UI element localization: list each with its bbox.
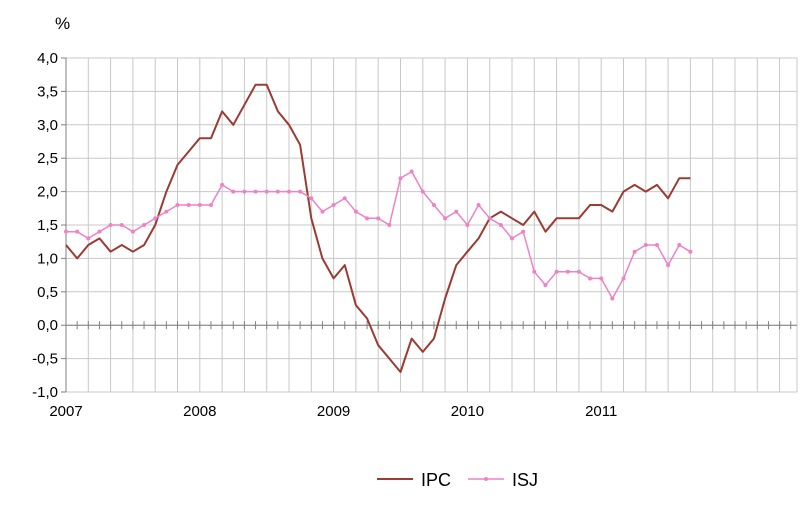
- data-point-isj: [476, 202, 481, 207]
- data-point-isj: [376, 216, 381, 221]
- legend: IPC ISJ: [377, 470, 538, 490]
- data-point-isj: [487, 216, 492, 221]
- x-tick-label: 2007: [49, 403, 82, 420]
- data-point-isj: [498, 223, 503, 227]
- data-point-isj: [420, 189, 425, 194]
- x-tick-label: 2009: [317, 403, 350, 420]
- data-point-isj: [164, 209, 169, 214]
- data-point-isj: [677, 243, 682, 248]
- y-tick-label: 3,0: [37, 117, 58, 134]
- data-point-isj: [365, 216, 370, 221]
- x-tick-label: 2008: [183, 403, 216, 420]
- data-point-isj: [86, 236, 91, 241]
- data-point-isj: [610, 296, 615, 301]
- data-point-isj: [97, 229, 102, 234]
- y-tick-label: 2,5: [37, 150, 58, 167]
- y-tick-label: 1,0: [37, 250, 58, 267]
- data-point-isj: [688, 249, 693, 254]
- data-point-isj: [465, 223, 470, 227]
- data-point-isj: [153, 216, 158, 221]
- data-point-isj: [130, 229, 135, 234]
- y-tick-label: 1,5: [37, 217, 58, 234]
- legend-isj-marker: [484, 477, 488, 481]
- data-point-isj: [186, 202, 191, 207]
- data-point-isj: [387, 223, 392, 227]
- grid: [65, 57, 798, 393]
- x-tick-label: 2011: [585, 403, 617, 420]
- data-point-isj: [632, 249, 637, 254]
- data-point-isj: [142, 223, 147, 227]
- axes: [61, 57, 797, 393]
- legend-isj-label: ISJ: [512, 470, 538, 490]
- y-tick-label: -0,5: [32, 351, 58, 368]
- data-point-isj: [409, 169, 414, 174]
- data-point-isj: [443, 216, 448, 221]
- data-point-isj: [521, 229, 526, 234]
- data-point-isj: [64, 229, 68, 234]
- data-point-isj: [242, 189, 247, 194]
- data-point-isj: [298, 189, 303, 194]
- y-tick-label: 0,0: [37, 317, 58, 334]
- data-point-isj: [287, 189, 291, 194]
- data-point-isj: [331, 202, 336, 207]
- data-point-isj: [175, 202, 180, 207]
- data-point-isj: [666, 263, 671, 268]
- y-tick-label: 0,5: [37, 284, 58, 301]
- data-point-isj: [353, 209, 358, 214]
- y-tick-label: 3,5: [37, 83, 58, 100]
- data-point-isj: [554, 269, 559, 274]
- data-point-isj: [75, 229, 80, 234]
- data-point-isj: [576, 269, 581, 274]
- y-tick-label: -1,0: [32, 384, 58, 401]
- data-point-isj: [208, 202, 213, 207]
- data-point-isj: [342, 196, 347, 201]
- y-tick-label: 2,0: [37, 184, 58, 201]
- series-lines: [64, 83, 693, 373]
- series-line-ipc: [65, 83, 691, 373]
- data-point-isj: [599, 276, 604, 281]
- y-tick-label: 4,0: [37, 50, 58, 67]
- data-point-isj: [532, 269, 537, 274]
- data-point-isj: [231, 189, 236, 194]
- data-point-isj: [588, 276, 593, 281]
- data-point-isj: [320, 209, 325, 214]
- x-tick-label: 2010: [451, 403, 484, 420]
- legend-ipc-label: IPC: [421, 470, 451, 490]
- data-point-isj: [454, 209, 459, 214]
- data-point-isj: [510, 236, 514, 241]
- tick-labels: -1,0 -0,5 0,0 0,5 1,0 1,5 2,0 2,5 3,0 3,5 4,0 2007 2…: [32, 50, 617, 420]
- data-point-isj: [565, 269, 570, 274]
- data-point-isj: [621, 276, 626, 281]
- data-point-isj: [253, 189, 258, 194]
- data-point-isj: [543, 283, 548, 288]
- data-point-isj: [264, 189, 269, 194]
- data-point-isj: [431, 202, 436, 207]
- data-point-isj: [108, 223, 113, 227]
- data-point-isj: [309, 196, 314, 201]
- data-point-isj: [398, 176, 403, 181]
- data-point-isj: [275, 189, 280, 194]
- y-unit-label: %: [55, 14, 70, 33]
- data-point-isj: [220, 182, 225, 187]
- data-point-isj: [654, 243, 659, 248]
- data-point-isj: [643, 243, 648, 248]
- data-point-isj: [197, 202, 202, 207]
- data-point-isj: [119, 223, 124, 227]
